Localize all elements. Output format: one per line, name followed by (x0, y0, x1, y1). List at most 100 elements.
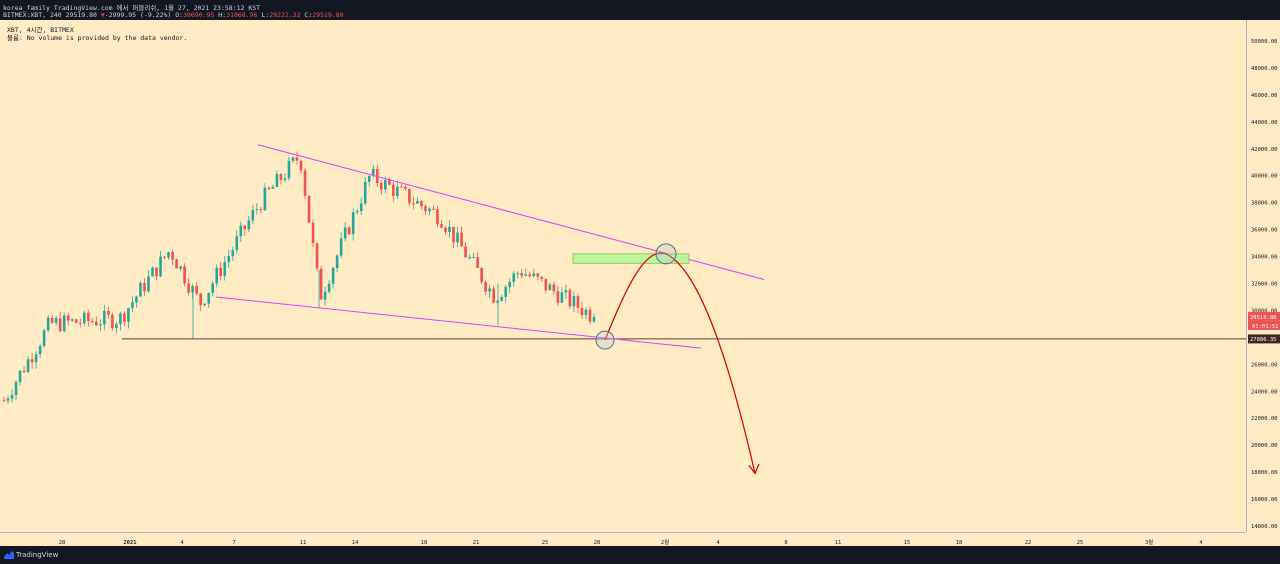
y-tick-label: 26000.00 (1251, 362, 1278, 368)
candle-body (504, 287, 508, 298)
candle-body (243, 225, 247, 230)
x-tick-label: 28 (594, 540, 601, 546)
candle-body (267, 187, 271, 189)
support-badge (1248, 334, 1280, 344)
candle-body (287, 160, 291, 179)
countdown-label: 01:01:51 (1252, 324, 1279, 330)
y-tick-label: 36000.00 (1251, 228, 1278, 234)
candle-body (420, 200, 423, 207)
last-price: 29519.80 (65, 11, 97, 19)
candle-body (432, 208, 435, 210)
target-circle-top (655, 243, 677, 265)
legend-symbol: XBT, 4시간, BITMEX (7, 26, 74, 34)
candle-body (115, 324, 118, 329)
candle-body (392, 184, 395, 196)
candle-body (400, 186, 403, 188)
candle-body (219, 267, 223, 276)
candle-body (383, 179, 387, 190)
ohlc-line: BITMEX:XBT, 240 29519.80 ▼-2999.95 (-9.2… (3, 11, 344, 19)
candle-body (127, 308, 130, 322)
candle-body (171, 252, 174, 260)
legend-volume: 볼륨: No volume is provided by the data ve… (7, 34, 188, 42)
candle-body (388, 179, 391, 185)
candle-body (355, 210, 359, 213)
candle-body (283, 178, 287, 181)
support-trendline (215, 296, 702, 349)
candle-body (299, 160, 303, 171)
x-tick-label: 7 (232, 540, 235, 546)
candle-body (207, 292, 210, 304)
candle-body (199, 293, 202, 306)
candle-body (540, 276, 544, 279)
price-axis-svg: 50000.00 48000.00 46000.00 44000.00 42000.00… (1248, 39, 1280, 530)
resistance-zone (572, 253, 690, 264)
price-axis[interactable]: 50000.00 48000.00 46000.00 44000.00 42000.00… (1246, 20, 1280, 532)
y-tick-label: 22000.00 (1251, 416, 1278, 422)
candle-body (428, 208, 431, 212)
candle-body (508, 281, 512, 288)
candle-body (528, 274, 532, 277)
candle-body (460, 232, 463, 247)
y-tick-label: 18000.00 (1251, 470, 1278, 476)
candle-body (191, 285, 194, 293)
candle-body (323, 291, 327, 300)
candle-body (448, 226, 451, 232)
candle-body (235, 236, 239, 251)
candle-body (480, 267, 483, 283)
candle-body (111, 314, 114, 329)
candle-body (560, 292, 564, 303)
candle-body (211, 283, 215, 293)
candle-body (159, 256, 162, 277)
candle-body (263, 187, 267, 211)
candle-body (66, 315, 70, 321)
last-price-badge (1248, 311, 1280, 321)
close-value: 29519.80 (312, 11, 344, 19)
candle-body (99, 324, 102, 326)
candle-body (14, 382, 18, 395)
projection-curve (604, 252, 756, 474)
candle-body (42, 330, 46, 347)
candle-body (279, 174, 283, 181)
x-tick-label: 8 (784, 540, 787, 546)
candle-body (22, 370, 26, 373)
candle-body (516, 273, 520, 275)
candle-body (239, 225, 243, 237)
candle-body (147, 276, 150, 292)
candle-body (307, 195, 311, 223)
x-tick-label: 25 (542, 540, 549, 546)
candle-body (295, 157, 299, 161)
candle-body (367, 175, 371, 182)
candle-body (440, 224, 443, 228)
candle-body (371, 168, 375, 176)
projection-arrowhead (748, 463, 760, 475)
x-tick-label: 28 (59, 540, 66, 546)
chart-pane[interactable] (0, 20, 1246, 532)
high-value: 31068.96 (226, 11, 258, 19)
candle-body (335, 255, 339, 269)
candle-body (436, 209, 439, 225)
x-tick-label: 21 (473, 540, 480, 546)
candle-body (339, 238, 343, 256)
x-tick-label: 3월 (1145, 538, 1153, 546)
y-tick-label: 44000.00 (1251, 120, 1278, 126)
countdown-badge (1248, 320, 1280, 330)
candle-body (379, 183, 383, 190)
high-label: H: (218, 11, 227, 19)
candle-body (548, 284, 552, 291)
candle-body (54, 318, 58, 323)
target-circle-bottom (595, 330, 615, 350)
candle-body (464, 246, 467, 258)
tradingview-logo-icon (4, 551, 14, 559)
candle-body (227, 256, 231, 263)
candle-body (255, 209, 259, 211)
time-axis[interactable]: 28 2021 4 7 11 14 18 21 25 28 2월 4 8 11 15 18 22 25 3월 4 (0, 532, 1246, 547)
candle-body (564, 289, 568, 293)
candle-body (259, 209, 263, 211)
close-label: C: (304, 11, 313, 19)
candle-body (359, 203, 363, 211)
x-tick-label: 22 (1025, 540, 1032, 546)
chart-legend: XBT, 4시간, BITMEX 볼륨: No volume is provid… (7, 26, 187, 42)
candle-body (536, 273, 540, 277)
candle-body (412, 203, 415, 205)
y-tick-label: 14000.00 (1251, 524, 1278, 530)
